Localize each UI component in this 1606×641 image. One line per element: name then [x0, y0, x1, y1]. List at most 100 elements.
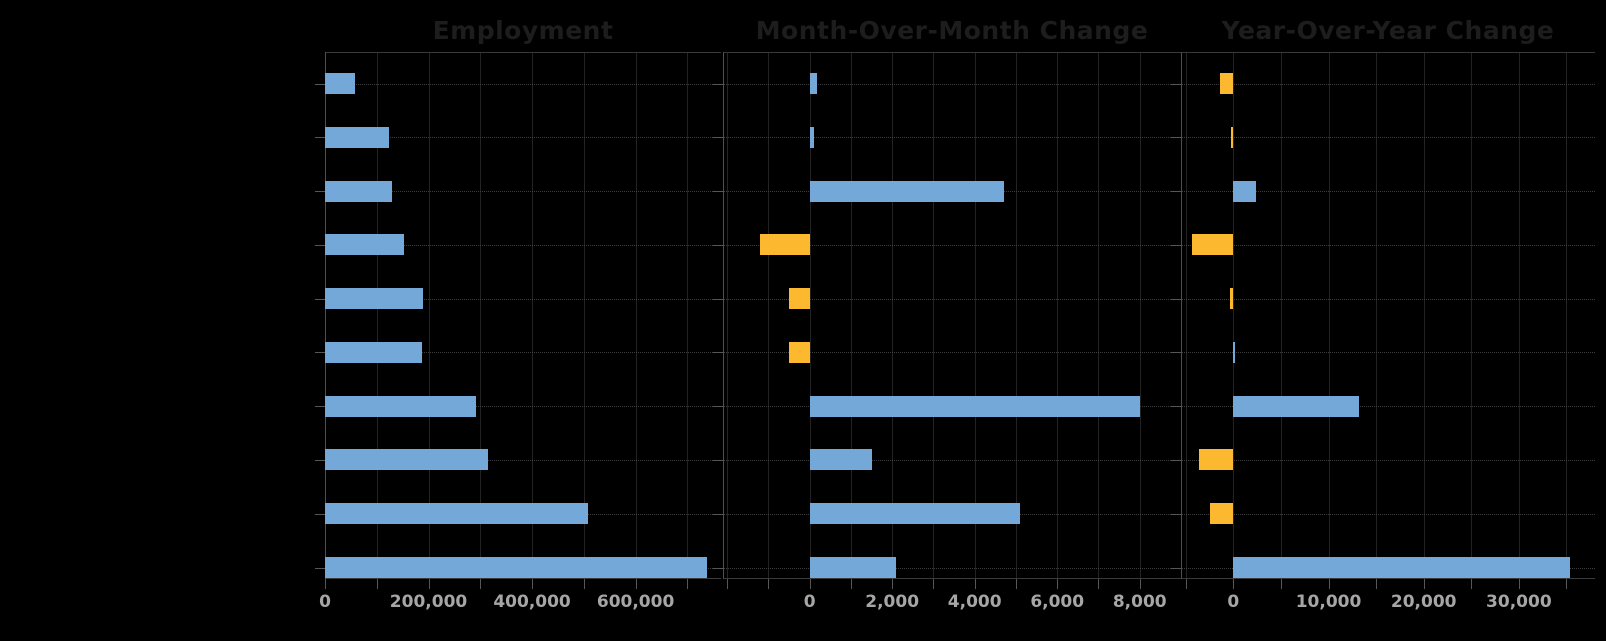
y-gridline [325, 298, 721, 300]
x-gridline [933, 52, 935, 579]
y-gridline [723, 298, 1181, 300]
y-tick-mark [315, 352, 325, 354]
y-tick-mark [315, 459, 325, 461]
y-tick-mark [1171, 567, 1181, 569]
bar-row-2 [325, 126, 389, 148]
x-gridline [1185, 52, 1187, 579]
x-tick-mark [892, 579, 894, 589]
x-tick-label: 0 [1227, 592, 1240, 612]
x-tick-mark [1423, 579, 1425, 589]
x-gridline [1566, 52, 1568, 579]
y-tick-mark [713, 191, 723, 193]
y-gridline [1181, 298, 1595, 300]
x-tick-label: 600,000 [596, 592, 675, 612]
y-tick-mark [713, 244, 723, 246]
x-gridline [1280, 52, 1282, 579]
x-tick-mark [428, 579, 430, 589]
x-gridline [809, 52, 811, 579]
y-gridline [325, 191, 721, 193]
y-gridline [723, 137, 1181, 139]
y-gridline [723, 352, 1181, 354]
x-tick-mark [1057, 579, 1059, 589]
bar-row-5 [1230, 288, 1234, 310]
y-gridline [325, 406, 721, 408]
x-gridline [480, 52, 482, 579]
y-tick-mark [1171, 191, 1181, 193]
x-gridline [532, 52, 534, 579]
x-tick-label: 6,000 [1030, 592, 1085, 612]
panel-title-mom-change: Month-Over-Month Change [755, 16, 1149, 45]
y-gridline [1181, 352, 1595, 354]
x-gridline [428, 52, 430, 579]
x-tick-mark [768, 579, 770, 589]
x-tick-mark [1471, 579, 1473, 589]
bar-row-8 [1199, 449, 1234, 471]
bar-row-9 [1209, 503, 1234, 525]
y-tick-mark [1171, 513, 1181, 515]
bar-row-9 [325, 503, 588, 525]
x-tick-mark [974, 579, 976, 589]
y-gridline [723, 83, 1181, 85]
y-gridline [325, 244, 721, 246]
x-gridline [1376, 52, 1378, 579]
bar-row-6 [325, 341, 422, 363]
bar-row-10 [1233, 557, 1571, 579]
y-tick-mark [1171, 83, 1181, 85]
y-tick-mark [713, 567, 723, 569]
x-tick-mark [1518, 579, 1520, 589]
y-gridline [1181, 244, 1595, 246]
x-gridline [727, 52, 729, 579]
bar-row-3 [809, 180, 1004, 202]
x-tick-label: 20,000 [1390, 592, 1457, 612]
x-tick-mark [325, 579, 326, 589]
y-tick-mark [315, 83, 325, 85]
top-spine [723, 52, 1181, 53]
x-tick-label: 0 [803, 592, 816, 612]
x-axis-line [723, 578, 1181, 579]
y-axis-line [325, 52, 326, 579]
y-tick-mark [713, 513, 723, 515]
plot-mom-change: 0 2,000 4,000 6,000 8,000 [713, 52, 1181, 612]
y-gridline [325, 459, 721, 461]
y-gridline [325, 83, 721, 85]
y-tick-mark [713, 83, 723, 85]
x-gridline [1057, 52, 1059, 579]
x-tick-mark [376, 579, 378, 589]
x-tick-label: 30,000 [1486, 592, 1552, 612]
y-gridline [1181, 459, 1595, 461]
bar-row-6 [789, 341, 810, 363]
x-gridline [583, 52, 585, 579]
y-gridline [1181, 83, 1595, 85]
y-tick-mark [1171, 137, 1181, 139]
y-gridline [723, 244, 1181, 246]
x-tick-mark [1185, 579, 1187, 589]
y-tick-mark [713, 406, 723, 408]
bar-row-10 [325, 557, 707, 579]
x-tick-mark [850, 579, 852, 589]
x-gridline [974, 52, 976, 579]
x-tick-mark [1328, 579, 1330, 589]
x-gridline [850, 52, 852, 579]
top-spine [1181, 52, 1595, 53]
y-gridline [325, 137, 721, 139]
bar-row-1 [809, 73, 817, 94]
y-tick-mark [713, 459, 723, 461]
y-tick-mark [1171, 406, 1181, 408]
x-gridline [1139, 52, 1141, 579]
x-tick-label: 400,000 [493, 592, 571, 612]
bar-row-7 [1233, 395, 1359, 417]
bar-row-9 [809, 503, 1021, 525]
x-tick-label: 10,000 [1295, 592, 1362, 612]
y-gridline [1181, 137, 1595, 139]
x-gridline [768, 52, 770, 579]
y-gridline [723, 459, 1181, 461]
bar-row-4 [325, 234, 405, 256]
bar-row-4 [1192, 234, 1234, 256]
bar-row-6 [1233, 341, 1236, 363]
y-tick-mark [1171, 298, 1181, 300]
x-tick-label: 200,000 [389, 592, 468, 612]
x-axis-line [325, 578, 721, 579]
x-tick-mark [1139, 579, 1141, 589]
panel-title-yoy-change: Year-Over-Year Change [1221, 16, 1555, 45]
